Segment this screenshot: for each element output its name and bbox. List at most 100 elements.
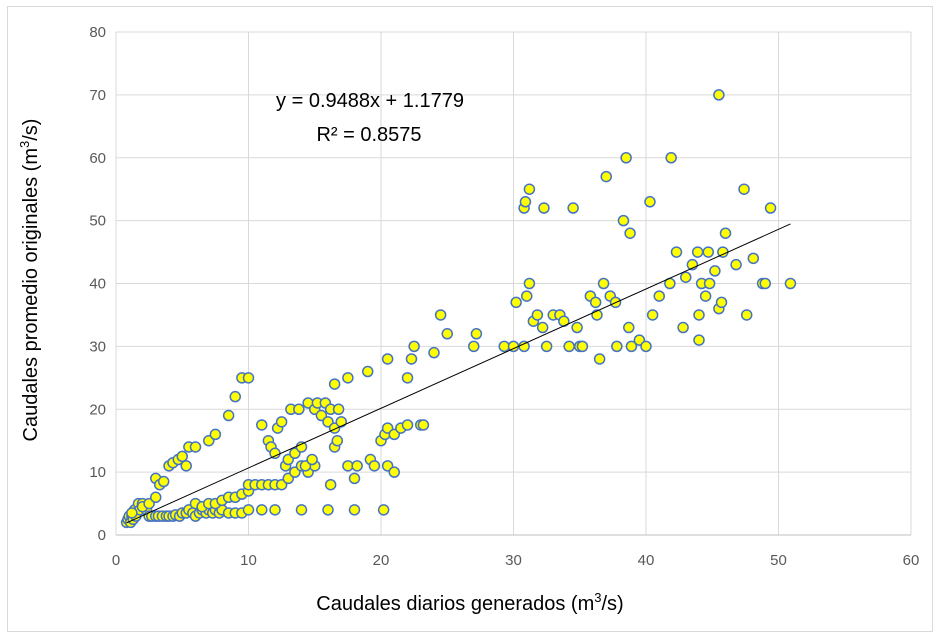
data-point — [295, 441, 308, 453]
x-tick-label: 50 — [770, 552, 787, 569]
data-point — [523, 277, 536, 290]
y-tick-label: 70 — [89, 87, 106, 104]
data-point — [538, 202, 550, 214]
data-point — [740, 309, 753, 321]
data-point — [126, 507, 138, 519]
data-point — [738, 183, 750, 195]
data-point — [699, 290, 712, 302]
data-point — [759, 277, 771, 290]
data-point — [540, 340, 553, 353]
data-point — [620, 152, 632, 164]
data-point — [693, 334, 705, 346]
y-tick-label: 40 — [89, 276, 106, 293]
data-point — [189, 441, 202, 453]
data-point — [640, 340, 652, 353]
data-point — [322, 504, 334, 516]
y-tick-label: 60 — [89, 150, 106, 167]
data-point — [342, 460, 354, 472]
data-point — [713, 89, 725, 101]
data-point — [362, 365, 374, 378]
data-point — [589, 296, 602, 309]
data-point — [229, 390, 241, 403]
data-point — [521, 290, 533, 302]
data-point — [653, 290, 665, 302]
y-tick-label: 10 — [89, 464, 106, 481]
data-point — [730, 258, 742, 271]
data-point — [209, 428, 222, 441]
data-point — [468, 340, 480, 353]
data-point — [617, 214, 630, 227]
data-point — [408, 340, 420, 353]
data-point — [324, 478, 337, 491]
data-point — [381, 353, 394, 365]
y-tick-label: 50 — [89, 213, 106, 230]
data-point — [180, 460, 192, 472]
data-point — [600, 170, 612, 183]
x-tick-label: 10 — [240, 552, 257, 569]
data-point — [747, 252, 760, 265]
data-point — [536, 321, 549, 334]
data-point — [715, 296, 728, 309]
data-point — [571, 321, 583, 334]
y-tick-label: 30 — [89, 338, 106, 355]
data-point — [498, 340, 510, 353]
data-point — [563, 340, 575, 353]
data-point — [623, 321, 635, 334]
x-tick-label: 0 — [112, 552, 120, 569]
data-point — [348, 504, 361, 516]
data-point — [417, 419, 430, 431]
data-point — [242, 504, 255, 516]
data-point — [670, 246, 683, 258]
trendline — [126, 223, 791, 524]
trendline-r2: R² = 0.8575 — [316, 124, 421, 146]
tick-labels: 0 10 20 30 40 50 60 70 80 0 10 20 30 40 50 60 — [89, 24, 919, 569]
data-point — [691, 246, 704, 258]
data-point — [328, 378, 341, 390]
x-tick-label: 60 — [903, 552, 920, 569]
data-point — [295, 504, 308, 516]
data-point — [677, 321, 689, 334]
data-point — [348, 472, 361, 485]
data-point — [703, 277, 716, 290]
data-point — [680, 271, 692, 283]
data-point — [401, 419, 414, 431]
data-point — [256, 504, 268, 516]
data-point — [256, 419, 268, 431]
data-point — [702, 246, 715, 258]
data-point — [470, 328, 483, 340]
data-point — [342, 372, 354, 384]
y-axis-title: Caudales promedio originales (m3/s) — [17, 119, 42, 442]
data-point — [150, 491, 162, 504]
data-point — [293, 403, 305, 415]
data-point — [306, 453, 318, 466]
data-point — [351, 460, 363, 472]
data-point — [576, 340, 589, 353]
x-tick-label: 40 — [638, 552, 655, 569]
trendline-equation: y = 0.9488x + 1.1779 — [276, 90, 464, 112]
data-point — [523, 183, 536, 195]
data-point — [597, 277, 610, 290]
x-tick-label: 20 — [373, 552, 390, 569]
y-tick-label: 0 — [98, 527, 106, 544]
data-point — [222, 409, 235, 422]
data-point — [784, 277, 797, 290]
data-point — [709, 265, 721, 277]
data-point — [405, 353, 418, 365]
y-tick-label: 80 — [89, 24, 106, 41]
data-point — [176, 450, 188, 463]
data-point — [693, 309, 705, 321]
data-point — [332, 403, 345, 415]
data-point — [510, 296, 522, 309]
data-point — [764, 202, 777, 214]
data-point — [531, 309, 544, 321]
y-tick-label: 20 — [89, 401, 106, 418]
data-point — [335, 416, 347, 428]
x-axis-title: Caudales diarios generados (m3/s) — [316, 590, 623, 615]
data-point — [518, 340, 530, 353]
data-point — [242, 372, 255, 384]
data-point — [519, 196, 532, 208]
data-point — [157, 475, 170, 488]
data-point — [434, 309, 447, 321]
data-points — [120, 89, 797, 529]
